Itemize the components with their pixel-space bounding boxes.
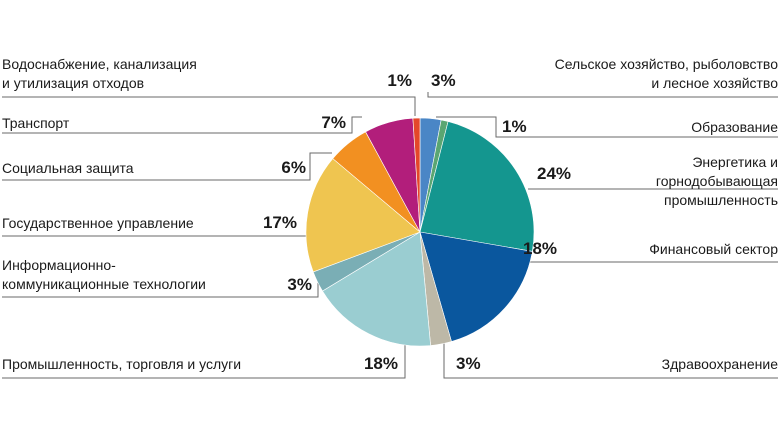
slice-label-10: Водоснабжение, канализация и утилизация о… — [2, 56, 197, 91]
leader-line-0 — [427, 92, 778, 98]
leader-line-10 — [2, 96, 416, 116]
slice-value-label-7: 17% — [263, 213, 297, 232]
slice-value-label-9: 7% — [321, 113, 346, 132]
pie-slice-2 — [419, 121, 535, 252]
slice-value-label-1: 1% — [502, 117, 527, 136]
slice-value-label-4: 3% — [456, 354, 481, 373]
slice-label-8: Социальная защита — [2, 160, 134, 176]
slice-label-1: Образование — [691, 119, 778, 135]
slice-value-label-0: 3% — [431, 71, 456, 90]
pie-slice-10 — [412, 117, 421, 233]
pie-slice-5 — [322, 231, 431, 347]
slice-label-2: Энергетика и горнодобывающая промышленност… — [656, 154, 778, 208]
leader-line-5 — [2, 336, 406, 379]
slice-value-label-10: 1% — [387, 71, 412, 90]
slice-value-label-3: 18% — [523, 239, 557, 258]
slice-label-4: Здравоохранение — [662, 356, 779, 372]
slice-value-label-6: 3% — [287, 275, 312, 294]
pie-slice-7 — [305, 158, 421, 273]
slice-label-6: Информационно-коммуникационные технологи… — [2, 257, 206, 292]
leader-line-4 — [443, 336, 778, 379]
leader-line-1 — [436, 116, 778, 138]
slice-value-label-5: 18% — [364, 354, 398, 373]
pie-slices — [305, 117, 535, 347]
slice-value-label-8: 6% — [281, 158, 306, 177]
leader-lines — [2, 92, 778, 379]
slice-label-9: Транспорт — [2, 115, 70, 131]
slice-value-label-2: 24% — [537, 164, 571, 183]
slice-label-5: Промышленность, торговля и услуги — [2, 356, 241, 372]
leader-line-8 — [2, 152, 332, 181]
slice-label-0: Сельское хозяйство, рыболовство и лесное … — [555, 56, 779, 91]
slice-label-7: Государственное управление — [2, 215, 194, 231]
leader-line-9 — [2, 116, 362, 134]
pie-slice-3 — [419, 231, 533, 342]
slice-labels: Сельское хозяйство, рыболовство и лесное … — [2, 56, 778, 373]
slice-label-3: Финансовый сектор — [649, 241, 778, 257]
